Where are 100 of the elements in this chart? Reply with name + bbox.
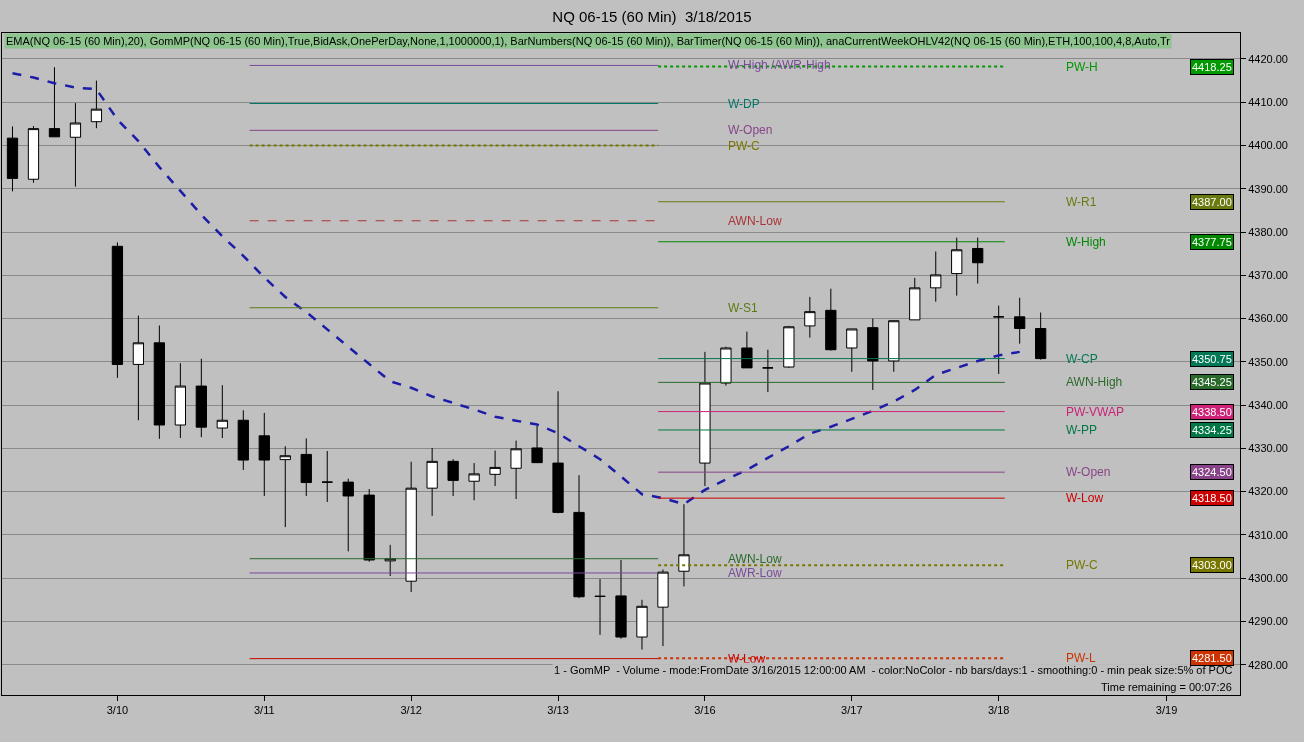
candlestick	[678, 503, 690, 587]
candlestick	[594, 578, 606, 636]
y-tick-label: 4400.00	[1248, 139, 1288, 152]
annotation: 4418.25	[1192, 61, 1232, 73]
x-tick-label: 3/10	[106, 704, 129, 717]
candlestick	[216, 384, 228, 439]
candlestick	[90, 80, 103, 129]
candlestick	[468, 462, 480, 501]
ref-line-label: PW-C	[728, 139, 761, 153]
ref-line-label: W-R1	[1066, 195, 1097, 209]
y-tick-label: 4320.00	[1248, 485, 1288, 498]
candlestick	[720, 346, 732, 387]
candlestick	[783, 325, 795, 369]
annotation: 1 - GomMP - Volume - mode:FromDate 3/16/2015 12:00:00 AM - color:NoColor - nb bars/days:1 - smoothing:0 - min peak size:5% of POC	[554, 664, 1233, 676]
candlestick	[6, 125, 19, 192]
candlestick	[867, 318, 879, 391]
annotation: Time remaining = 00:07:26	[1101, 681, 1232, 693]
annotation: 4318.50	[1192, 492, 1232, 504]
candlestick	[825, 288, 837, 352]
annotation: 4334.25	[1192, 424, 1232, 436]
ref-line-label: PW-L	[1066, 651, 1097, 665]
x-tick-label: 3/18	[987, 704, 1010, 717]
ref-line-label: PW-C	[1066, 558, 1099, 572]
candlestick	[888, 320, 900, 373]
candlestick	[657, 569, 669, 647]
y-tick-label: 4360.00	[1248, 312, 1288, 325]
candlestick	[48, 66, 61, 138]
candlestick	[195, 358, 207, 438]
y-tick-label: 4300.00	[1248, 572, 1288, 585]
candlestick	[132, 315, 145, 421]
candlestick	[573, 474, 585, 599]
ref-line-label: W-Open	[728, 123, 773, 137]
y-tick-label: 4410.00	[1248, 96, 1288, 109]
annotation: 4350.75	[1192, 353, 1232, 365]
candlestick	[1014, 297, 1026, 345]
line-series	[11, 71, 1021, 506]
x-tick-label: 3/16	[694, 704, 716, 717]
ref-line-label: W-S1	[728, 301, 759, 315]
ref-line-label: W-CP	[1066, 352, 1098, 366]
candlestick	[636, 599, 648, 651]
candlestick	[972, 237, 984, 285]
annotation: 4387.00	[1192, 196, 1232, 208]
candlestick	[405, 461, 417, 593]
ref-line-label: AWN-Low	[728, 552, 782, 566]
candlestick	[615, 559, 627, 640]
candlestick	[342, 478, 354, 552]
annotation: 4281.50	[1192, 652, 1232, 664]
annotation: 4345.25	[1192, 376, 1232, 388]
candlestick	[27, 125, 40, 184]
y-tick-label: 4420.00	[1248, 52, 1288, 65]
x-tick-label: 3/12	[400, 704, 422, 717]
ref-line-label: AWN-Low	[728, 214, 782, 228]
ref-line-label: AWN-High	[1066, 375, 1123, 389]
candlestick	[426, 447, 438, 517]
candlestick	[111, 241, 124, 379]
y-tick-label: 4340.00	[1248, 398, 1288, 411]
candlestick	[762, 349, 774, 393]
candlestick	[258, 412, 270, 497]
candlestick	[741, 331, 753, 369]
y-tick-label: 4310.00	[1248, 528, 1288, 541]
x-tick-label: 3/19	[1155, 704, 1178, 717]
candlestick	[510, 440, 522, 500]
ref-line-label: W-High	[1066, 235, 1106, 249]
candlestick	[909, 277, 921, 321]
ref-line-label: W-Low	[1066, 491, 1104, 505]
candlestick	[237, 409, 249, 471]
candlestick	[699, 351, 711, 487]
annotation: 4324.50	[1192, 466, 1232, 478]
x-tick-label: 3/17	[841, 704, 863, 717]
x-tick-label: 3/11	[253, 704, 275, 717]
candlestick	[300, 437, 312, 497]
y-tick-label: 4330.00	[1248, 442, 1288, 455]
ref-line-label: W-DP	[728, 97, 760, 111]
ref-line-label: AWR-Low	[728, 566, 782, 580]
annotation: EMA(NQ 06-15 (60 Min),20), GomMP(NQ 06-15 (60 Min),True,BidAsk,OnePerDay,None,1,1000000,1), BarNumbers(NQ 06-15 (60 Min)), BarTimer(NQ 06-15 (60 Min)), anaCurrentWeekOHLV42(NQ 06-15 (60 Min),ETH,100,100,4,8,Auto,Tr	[6, 35, 1171, 47]
candlestick	[69, 102, 82, 188]
y-tick-label: 4390.00	[1248, 182, 1288, 195]
candlestick	[804, 296, 816, 339]
candlestick	[552, 390, 564, 514]
candlestick	[279, 445, 291, 528]
y-tick-label: 4280.00	[1248, 658, 1288, 671]
y-tick-label: 4380.00	[1248, 225, 1288, 238]
candlestick	[447, 458, 459, 497]
chart-title: NQ 06-15 (60 Min) 3/18/2015	[552, 7, 752, 25]
candlestick	[951, 237, 963, 297]
candlestick	[930, 251, 942, 303]
ref-line-label: W-Low	[728, 652, 766, 666]
ref-line-label: W-High /AWR-High	[728, 58, 831, 72]
candlestick	[1035, 312, 1047, 361]
candlestick	[153, 324, 166, 440]
ref-line-label: W-Open	[1066, 465, 1111, 479]
candlestick	[363, 488, 375, 563]
candlestick	[993, 305, 1005, 375]
annotation: 4303.00	[1192, 559, 1232, 571]
annotation: 4338.50	[1192, 406, 1232, 418]
candlestick	[174, 362, 186, 439]
candlestick	[489, 450, 501, 487]
y-tick-label: 4290.00	[1248, 615, 1288, 628]
ref-line-label: W-PP	[1066, 423, 1098, 437]
candlestick	[531, 425, 543, 464]
